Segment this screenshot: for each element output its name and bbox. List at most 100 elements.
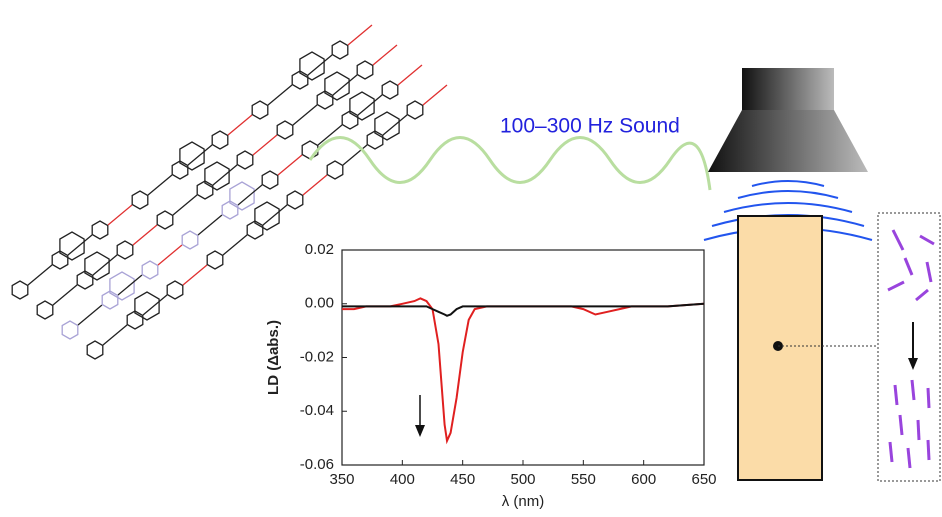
molecule-bond bbox=[317, 124, 343, 146]
speaker-cone bbox=[708, 110, 868, 172]
x-tick-label: 600 bbox=[631, 471, 656, 488]
molecule-ring bbox=[366, 130, 384, 150]
y-tick-label: -0.02 bbox=[300, 348, 334, 365]
molecule-ring bbox=[134, 291, 160, 321]
molecule-bond bbox=[357, 94, 383, 116]
x-tick-label: 350 bbox=[329, 471, 354, 488]
molecule-ring bbox=[179, 141, 205, 171]
molecule-ring bbox=[374, 111, 400, 141]
molecule-ring bbox=[109, 271, 135, 301]
molecule-bond bbox=[342, 144, 368, 166]
y-tick-label: -0.06 bbox=[300, 456, 334, 473]
molecule-bond bbox=[267, 84, 293, 106]
molecule-bond bbox=[27, 264, 53, 286]
random-fibers bbox=[887, 229, 935, 302]
molecule-ring bbox=[326, 160, 344, 180]
molecule-bond bbox=[292, 104, 318, 126]
x-tick-label: 450 bbox=[450, 471, 475, 488]
ld-chart: -0.06 -0.04 -0.02 0.00 0.02 350 400 450 500 550 60… bbox=[265, 241, 717, 510]
molecule-bond bbox=[117, 274, 143, 296]
molecule-bond bbox=[237, 184, 263, 206]
molecule-ring bbox=[171, 160, 189, 180]
molecule-ring bbox=[291, 70, 309, 90]
molecule-ring bbox=[406, 100, 424, 120]
molecule-ring bbox=[91, 220, 109, 240]
molecule-ring bbox=[356, 60, 374, 80]
molecule-bond bbox=[212, 164, 238, 186]
molecule-bond bbox=[397, 64, 423, 86]
molecule-bond bbox=[307, 54, 333, 76]
molecule-ring bbox=[59, 231, 85, 261]
y-tick-label: 0.00 bbox=[305, 295, 334, 312]
molecule-bond bbox=[197, 214, 223, 236]
molecule-ring bbox=[251, 100, 269, 120]
molecule-bond bbox=[132, 224, 158, 246]
molecule-ring bbox=[141, 260, 159, 280]
trend-arrowhead bbox=[415, 425, 425, 437]
molecule-ring bbox=[236, 150, 254, 170]
sound-arcs bbox=[703, 180, 873, 241]
x-tick-label: 400 bbox=[390, 471, 415, 488]
molecule-bond bbox=[142, 294, 168, 316]
molecule-ring bbox=[276, 120, 294, 140]
molecule-ring bbox=[116, 240, 134, 260]
molecule-bond bbox=[382, 114, 408, 136]
y-tick-label: -0.04 bbox=[300, 402, 334, 419]
molecule-bond bbox=[372, 44, 398, 66]
molecule-bond bbox=[302, 174, 328, 196]
y-axis-label: LD (Δabs.) bbox=[265, 320, 282, 395]
molecule-ring bbox=[254, 201, 280, 231]
molecule-bond bbox=[222, 234, 248, 256]
molecule-bond bbox=[332, 74, 358, 96]
molecule-bond bbox=[182, 264, 208, 286]
molecule-ring bbox=[181, 230, 199, 250]
zoom-box bbox=[877, 212, 941, 482]
molecule-bond bbox=[77, 304, 103, 326]
molecule-ring bbox=[381, 80, 399, 100]
molecule-ring bbox=[301, 140, 319, 160]
molecule-bond bbox=[92, 254, 118, 276]
molecule-ring bbox=[229, 181, 255, 211]
molecule-ring bbox=[246, 220, 264, 240]
molecule-ring bbox=[131, 190, 149, 210]
x-tick-label: 550 bbox=[571, 471, 596, 488]
molecule-ring bbox=[299, 51, 325, 81]
molecule-ring bbox=[221, 200, 239, 220]
molecule-bond bbox=[227, 114, 253, 136]
molecule-ring bbox=[331, 40, 349, 60]
molecule-bond bbox=[102, 324, 128, 346]
y-tick-label: 0.02 bbox=[305, 241, 334, 258]
sound-wave bbox=[308, 136, 712, 191]
molecule-bond bbox=[157, 244, 183, 266]
sound-caption: 100–300 Hz Sound bbox=[500, 115, 680, 138]
molecule-ring bbox=[84, 251, 110, 281]
molecule-bond bbox=[107, 204, 133, 226]
molecule-ring bbox=[126, 310, 144, 330]
molecule-bond bbox=[252, 134, 278, 156]
molecule-ring bbox=[196, 180, 214, 200]
molecule-ring bbox=[324, 71, 350, 101]
x-tick-label: 500 bbox=[510, 471, 535, 488]
molecule-ring bbox=[211, 130, 229, 150]
molecular-structure bbox=[11, 24, 448, 360]
molecule-ring bbox=[206, 250, 224, 270]
molecule-bond bbox=[187, 144, 213, 166]
molecule-ring bbox=[101, 290, 119, 310]
molecule-bond bbox=[172, 194, 198, 216]
molecule-bond bbox=[347, 24, 373, 46]
molecule-ring bbox=[76, 270, 94, 290]
alignment-arrow bbox=[908, 322, 918, 370]
molecule-ring bbox=[204, 161, 230, 191]
molecule-ring bbox=[156, 210, 174, 230]
molecule-bond bbox=[67, 234, 93, 256]
molecule-ring bbox=[316, 90, 334, 110]
molecule-bond bbox=[52, 284, 78, 306]
aligned-fibers bbox=[888, 379, 931, 469]
molecule-ring bbox=[349, 91, 375, 121]
molecule-ring bbox=[86, 340, 104, 360]
molecule-bond bbox=[262, 204, 288, 226]
molecule-ring bbox=[261, 170, 279, 190]
x-tick-label: 650 bbox=[691, 471, 716, 488]
x-axis-label: λ (nm) bbox=[502, 493, 545, 510]
